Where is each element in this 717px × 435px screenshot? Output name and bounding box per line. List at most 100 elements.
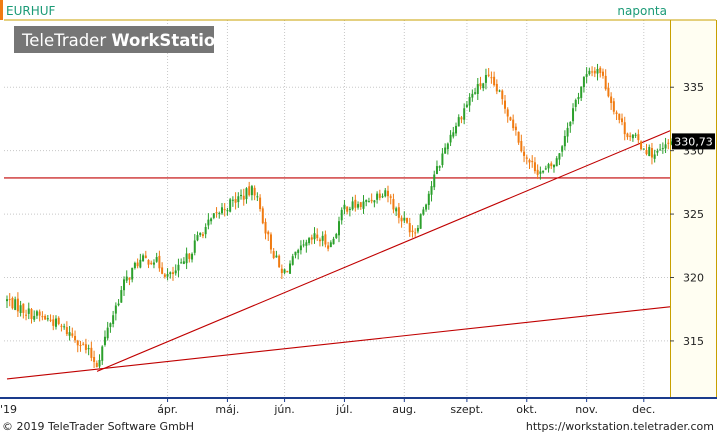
candle-body bbox=[11, 298, 14, 309]
candle-body bbox=[161, 267, 164, 274]
candle-body bbox=[561, 146, 564, 152]
candle-body bbox=[152, 262, 155, 265]
x-tick-label: jún. bbox=[273, 403, 295, 416]
candle-body bbox=[509, 117, 512, 121]
candle-body bbox=[438, 166, 441, 168]
trend-lines bbox=[4, 129, 672, 380]
candle-body bbox=[155, 257, 158, 262]
candle-body bbox=[289, 263, 292, 274]
candle-body bbox=[196, 235, 199, 241]
candle-body bbox=[237, 196, 240, 203]
candle-body bbox=[577, 96, 580, 100]
candle-body bbox=[528, 159, 531, 163]
candle-body bbox=[139, 259, 142, 268]
x-tick-label: okt. bbox=[516, 403, 537, 416]
candle-body bbox=[397, 207, 400, 218]
candle-body bbox=[362, 201, 365, 209]
candle-body bbox=[185, 253, 188, 264]
candle-body bbox=[215, 212, 218, 214]
candle-body bbox=[172, 272, 174, 275]
candle-body bbox=[455, 125, 458, 134]
candle-body bbox=[648, 147, 651, 156]
candle-body bbox=[645, 150, 648, 155]
candle-body bbox=[607, 87, 610, 97]
candle-body bbox=[267, 231, 270, 235]
candle-body bbox=[240, 194, 243, 197]
candle-body bbox=[76, 340, 79, 346]
candle-body bbox=[403, 217, 406, 221]
candle-body bbox=[22, 303, 25, 313]
candle-body bbox=[90, 347, 93, 358]
candlestick-series bbox=[6, 63, 672, 369]
candle-body bbox=[621, 118, 624, 123]
candle-body bbox=[476, 84, 479, 94]
candle-body bbox=[103, 336, 106, 345]
candle-body bbox=[79, 345, 82, 347]
candle-body bbox=[278, 255, 281, 268]
candle-body bbox=[569, 121, 572, 127]
candle-body bbox=[542, 170, 545, 173]
x-tick-label: máj. bbox=[215, 403, 239, 416]
candle-body bbox=[204, 227, 207, 235]
candle-body bbox=[123, 279, 126, 291]
candle-body bbox=[49, 319, 52, 321]
candle-body bbox=[346, 206, 349, 212]
candle-body bbox=[427, 193, 430, 205]
candle-body bbox=[231, 199, 234, 201]
candle-body bbox=[370, 199, 373, 202]
y-tick-label: 315 bbox=[683, 335, 704, 348]
candle-body bbox=[484, 75, 487, 83]
source-url[interactable]: https://workstation.teletrader.com bbox=[525, 420, 714, 433]
candle-body bbox=[365, 199, 368, 202]
candle-body bbox=[525, 157, 528, 159]
candle-body bbox=[441, 153, 444, 166]
candle-body bbox=[593, 70, 596, 74]
candle-body bbox=[659, 149, 662, 151]
candle-body bbox=[54, 318, 57, 327]
candle-body bbox=[661, 148, 664, 150]
candle-body bbox=[280, 268, 283, 274]
x-tick-label: nov. bbox=[575, 403, 598, 416]
y-tick-label: 325 bbox=[683, 208, 704, 221]
candle-body bbox=[408, 223, 411, 233]
candle-body bbox=[582, 76, 585, 88]
candle-body bbox=[264, 221, 267, 234]
candle-body bbox=[640, 141, 643, 150]
candle-body bbox=[321, 235, 324, 241]
candle-body bbox=[498, 90, 501, 92]
time-axis: '19 ápr. máj. jún. júl. aug. szept. okt. nov. dec… bbox=[0, 398, 655, 416]
candle-body bbox=[95, 362, 98, 368]
candle-body bbox=[223, 209, 226, 211]
candle-body bbox=[169, 272, 172, 275]
candle-body bbox=[177, 264, 180, 271]
candle-body bbox=[580, 86, 583, 98]
candle-body bbox=[422, 209, 425, 215]
candle-body bbox=[180, 262, 183, 264]
candle-body bbox=[65, 327, 68, 335]
candle-body bbox=[650, 148, 653, 158]
candle-body bbox=[493, 76, 496, 86]
candle-body bbox=[82, 343, 85, 345]
candle-body bbox=[332, 238, 335, 245]
candle-body bbox=[615, 112, 618, 114]
candle-body bbox=[71, 333, 74, 336]
candle-body bbox=[354, 199, 357, 208]
candle-body bbox=[112, 315, 115, 325]
candle-body bbox=[523, 151, 526, 156]
x-tick-label: szept. bbox=[450, 403, 483, 416]
copyright-text: © 2019 TeleTrader Software GmbH bbox=[2, 420, 195, 433]
x-tick-label: aug. bbox=[392, 403, 416, 416]
x-tick-label: ápr. bbox=[157, 403, 178, 416]
candle-body bbox=[305, 242, 308, 246]
last-price-value: 330,73 bbox=[674, 135, 713, 148]
candle-body bbox=[131, 267, 134, 280]
candle-body bbox=[468, 97, 471, 106]
candle-body bbox=[275, 255, 278, 258]
candle-body bbox=[514, 126, 517, 131]
candle-body bbox=[637, 134, 640, 141]
candle-body bbox=[414, 232, 417, 234]
candle-body bbox=[283, 269, 286, 273]
candle-body bbox=[294, 251, 297, 256]
